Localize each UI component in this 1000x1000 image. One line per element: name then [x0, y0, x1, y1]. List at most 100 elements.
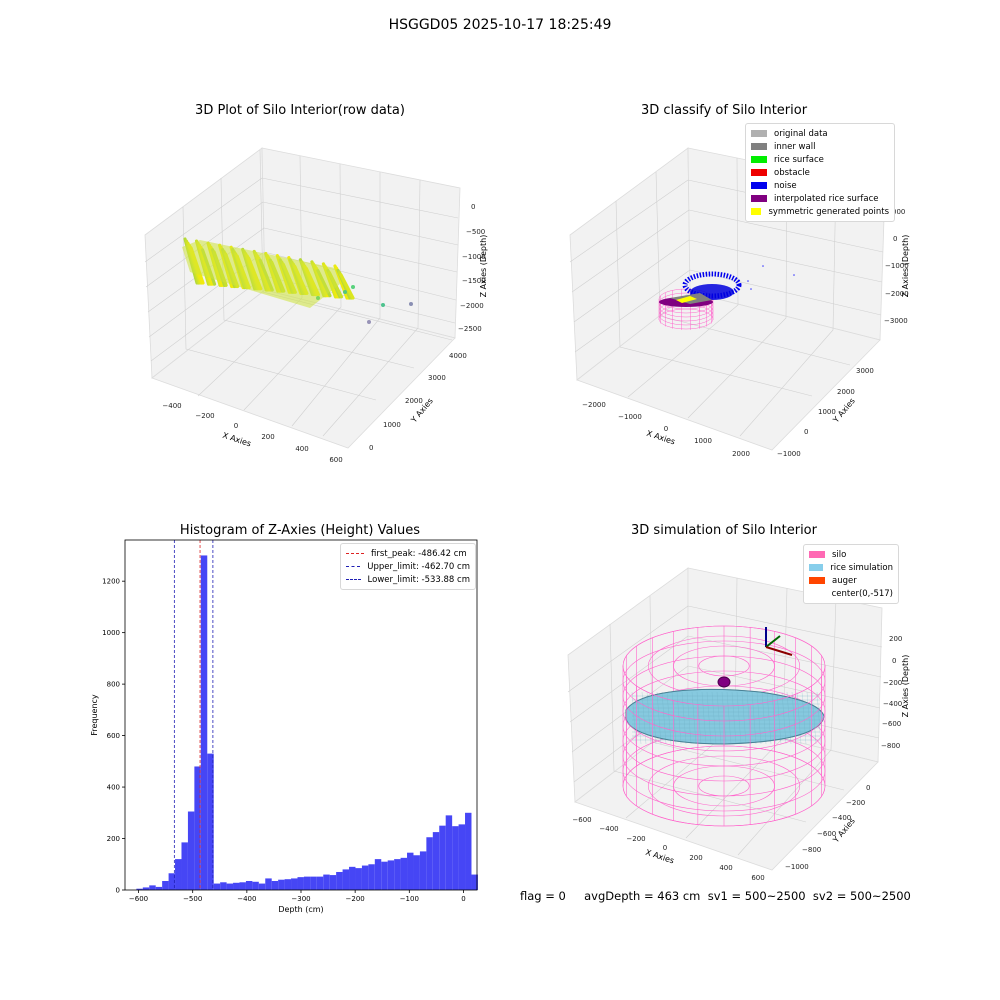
legend-entry: Upper_limit: -462.70 cm	[346, 560, 470, 573]
histogram-bar	[394, 859, 401, 890]
histogram-bar	[471, 874, 478, 890]
rice-mesh-line	[666, 691, 672, 745]
raw-outlier-point	[316, 296, 320, 300]
histogram-xticks: −600 −500 −400 −300 −200 −100 0	[129, 890, 466, 903]
legend-label: Lower_limit: -533.88 cm	[367, 574, 470, 585]
classify-ztick: −2000	[885, 290, 909, 298]
legend-label: first_peak: -486.42 cm	[371, 548, 467, 559]
histogram-xtick-label: −600	[129, 895, 148, 903]
legend-swatch	[751, 182, 767, 189]
histogram-xtick-label: −100	[400, 895, 419, 903]
raw-outlier-point	[381, 303, 385, 307]
simulation-ztick: 0	[892, 657, 896, 665]
simulation-silo-wireframe-front	[622, 665, 826, 827]
rice-mesh-line	[731, 691, 737, 745]
histogram-yticks: 0 200 400 600 800 1000 1200	[102, 578, 125, 895]
rice-mesh-line	[691, 691, 697, 745]
classify-ztick: −3000	[884, 317, 908, 325]
classify-xtick: 1000	[694, 437, 712, 445]
raw-ztick: −500	[466, 228, 485, 236]
raw-ytick: 3000	[428, 374, 446, 382]
noise-point	[762, 265, 764, 267]
histogram-bar	[233, 882, 240, 890]
histogram-ytick-label: 800	[107, 681, 120, 689]
legend-swatch	[751, 130, 767, 137]
classify-ytick: 3000	[856, 367, 874, 375]
rice-mesh-line	[706, 691, 712, 745]
simulation-ytick: −600	[817, 830, 836, 838]
histogram-bar	[426, 837, 433, 890]
classify-axis-ticks: −2000 −1000 0 1000 2000 −1000 0 1000 200…	[582, 208, 909, 458]
raw-xtick: 400	[295, 445, 308, 453]
legend-label: rice simulation	[830, 562, 893, 573]
histogram-bar	[136, 888, 143, 890]
simulation-ztick: −800	[881, 742, 900, 750]
legend-swatch	[346, 579, 361, 580]
histogram-bar	[213, 883, 221, 890]
rice-mesh-line	[641, 691, 647, 745]
histogram-xtick-label: −200	[346, 895, 365, 903]
histogram-bar	[329, 875, 337, 890]
histogram-bar	[265, 878, 272, 890]
legend-entry: silo	[809, 548, 893, 561]
simulation-xtick: 600	[751, 874, 764, 882]
legend-entry: first_peak: -486.42 cm	[346, 547, 470, 560]
legend-entry: rice surface	[751, 153, 889, 166]
legend-entry: rice simulation	[809, 561, 893, 574]
rice-mesh-line	[771, 691, 777, 745]
rice-mesh-line	[676, 691, 682, 745]
histogram-bar	[400, 857, 408, 890]
raw-xtick: −200	[195, 412, 214, 420]
histogram-bar	[155, 886, 163, 890]
histogram-bar	[142, 887, 150, 890]
histogram-bar	[465, 812, 472, 890]
simulation-xtick: −400	[599, 825, 618, 833]
classify-zlabel: Z Axies (Depth)	[901, 235, 910, 298]
legend-label: center(0,-517)	[831, 588, 893, 599]
histogram-xtick-label: 0	[461, 895, 465, 903]
histogram-ytick-label: 1000	[102, 629, 120, 637]
raw-outlier-point	[351, 285, 355, 289]
histogram-ytick-label: 400	[107, 784, 120, 792]
histogram-ylabel: Frequency	[90, 694, 99, 736]
legend-swatch	[346, 566, 361, 567]
classify-ytick: −1000	[777, 450, 801, 458]
rice-mesh-line	[781, 691, 787, 745]
histogram-bar	[419, 851, 427, 890]
rice-mesh-line	[696, 691, 702, 745]
legend-label: noise	[774, 180, 797, 191]
histogram-bar	[323, 874, 330, 890]
histogram-xtick-label: −500	[183, 895, 202, 903]
histogram-bar	[439, 825, 446, 890]
rice-mesh-line	[711, 691, 717, 745]
histogram-bar	[458, 824, 466, 890]
histogram-bar	[175, 859, 182, 890]
noise-point	[793, 274, 795, 276]
legend-entry: center(0,-517)	[809, 587, 893, 600]
histogram-bar	[349, 866, 356, 890]
rice-mesh-line	[726, 691, 732, 745]
rice-mesh-line	[796, 691, 802, 745]
rice-mesh-line	[756, 691, 762, 745]
histogram-bar	[252, 881, 259, 890]
histogram-bar	[278, 879, 285, 890]
histogram-bar	[381, 861, 388, 890]
raw-scan-line	[339, 273, 355, 300]
figure-suptitle: HSGGD05 2025-10-17 18:25:49	[388, 17, 612, 33]
histogram-legend: first_peak: -486.42 cm Upper_limit: -462.…	[340, 543, 476, 590]
histogram-bar	[181, 842, 188, 890]
histogram-bar	[316, 876, 324, 890]
legend-entry: Lower_limit: -533.88 cm	[346, 573, 470, 586]
simulation-ytick: 0	[866, 784, 870, 792]
histogram-title: Histogram of Z-Axies (Height) Values	[179, 523, 421, 538]
classify-xtick: 0	[664, 425, 668, 433]
histogram-bar	[220, 882, 227, 890]
legend-swatch	[751, 156, 767, 163]
legend-label: obstacle	[774, 167, 810, 178]
legend-entry: obstacle	[751, 166, 889, 179]
simulation-zlabel: Z Axies (Depth)	[901, 655, 910, 718]
histogram-bar	[336, 871, 343, 890]
histogram-bar	[297, 877, 304, 890]
simulation-ztick: 200	[889, 635, 902, 643]
classify-legend: original data inner wall rice surface obsta…	[745, 123, 895, 222]
